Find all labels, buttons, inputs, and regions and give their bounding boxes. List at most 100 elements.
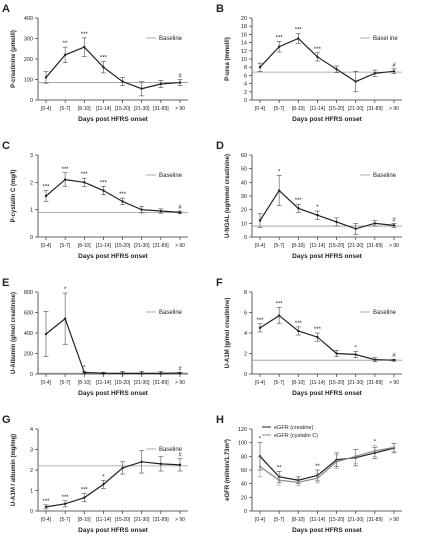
significance-marker: * [64,287,67,293]
y-tick-label: 50 [241,167,247,173]
y-axis-label: U-Albumin (g/mol creatinine) [11,292,17,374]
data-point [44,332,48,336]
x-tick-label: > 90 [175,517,185,523]
y-tick-label: 100 [238,441,247,447]
x-tick-label: [5-7] [60,243,71,249]
data-point [140,208,143,211]
x-tick-label: [0-4] [255,517,266,523]
x-tick-label: [0-4] [255,243,266,249]
significance-marker: *** [81,488,89,494]
data-point [178,211,182,214]
significance-marker: ** [63,41,68,47]
data-point [102,189,105,192]
y-tick-label: 12 [241,49,247,55]
y-tick-label: 100 [24,78,33,84]
series-line [259,189,395,230]
x-tick-label: > 90 [389,380,399,386]
x-tick-label: [31-89] [367,243,383,249]
x-tick-label: > 90 [389,106,399,112]
x-tick-label: > 90 [175,106,185,112]
x-axis-label: Days post HFRS onset [78,116,149,123]
significance-marker: * [259,437,262,443]
significance-marker: ** [315,464,320,470]
y-tick-label: 200 [24,57,33,63]
y-tick-label: 60 [241,153,247,159]
x-tick-label: [8-10] [292,243,305,249]
significance-marker: * [374,439,377,445]
x-tick-label: [5-7] [60,106,71,112]
y-tick-label: 800 [24,290,33,296]
y-tick-label: 16 [241,32,247,38]
y-tick-label: 14 [241,41,247,47]
x-tick-label: [11-14] [310,517,326,523]
significance-marker: *** [276,35,284,41]
significance-marker: *** [314,327,322,333]
panel-e: E 0 200 400 600 800 [0-4] [5-7] [8-10] [11-14] [15… [2,277,188,397]
data-point [159,209,163,213]
series-line [259,37,395,83]
y-tick-label: 10 [241,57,247,63]
data-point [258,219,262,222]
data-point [335,460,338,463]
series-line [45,461,181,508]
x-tick-label: [11-14] [96,517,112,523]
data-point [44,194,48,198]
legend-label: Baseline [373,310,397,316]
x-tick-label: [21-30] [134,106,150,112]
y-tick-label: 0 [244,235,247,241]
y-axis-label: P-creatinine (μmol/l) [11,30,17,88]
series-line [259,446,395,483]
data-point [297,37,300,40]
data-point [121,372,124,375]
y-axis-label: P-cystatin C (mg/l) [11,170,17,223]
significance-marker: * [102,474,105,480]
y-tick-label: 1 [30,208,33,214]
x-tick-label: [15-20] [329,243,345,249]
data-point [44,505,48,509]
data-point [83,181,86,184]
x-tick-label: [15-20] [115,517,131,523]
y-tick-label: 120 [238,427,247,433]
data-point [373,449,377,453]
y-tick-label: 4 [30,427,33,433]
data-point [258,66,262,69]
data-point [83,496,86,499]
y-tick-label: 200 [24,352,33,358]
x-tick-label: [31-89] [153,517,169,523]
x-tick-label: [11-14] [96,243,112,249]
x-axis-label: Days post HFRS onset [292,390,363,397]
x-tick-label: [0-4] [41,106,52,112]
y-tick-label: 4 [244,82,247,88]
data-point [258,465,262,468]
x-axis-label: Days post HFRS onset [292,527,363,534]
x-tick-label: [0-4] [41,380,52,386]
x-tick-label: [15-20] [115,243,131,249]
significance-marker: # [392,353,396,359]
legend-label: eGFR (cystatin C) [274,433,318,439]
significance-marker: *** [100,55,108,61]
x-tick-label: [0-4] [41,243,52,249]
x-tick-label: [21-30] [134,243,150,249]
significance-marker: *** [256,318,264,324]
data-point [373,222,377,225]
y-tick-label: 400 [24,331,33,337]
x-axis-label: Days post HFRS onset [78,390,149,397]
panel-letter: H [216,414,224,426]
panel-g: G 0 1 2 3 4 [0-4] [5-7] [8-10] [11-14] [15-20] [21-… [2,414,188,534]
x-tick-label: > 90 [389,243,399,249]
data-point [354,227,357,230]
data-point [354,455,357,458]
data-point [178,81,182,84]
x-tick-label: [21-30] [348,517,364,523]
y-tick-label: 4 [244,331,247,337]
x-tick-label: [8-10] [78,380,91,386]
significance-marker: * [278,170,281,176]
significance-marker: # [178,366,182,372]
significance-marker: # [178,74,182,80]
x-axis-label: Days post HFRS onset [292,253,363,260]
significance-marker: *** [62,495,70,501]
y-tick-label: 2 [30,468,33,474]
significance-marker: * [355,345,358,351]
x-tick-label: [21-30] [134,517,150,523]
